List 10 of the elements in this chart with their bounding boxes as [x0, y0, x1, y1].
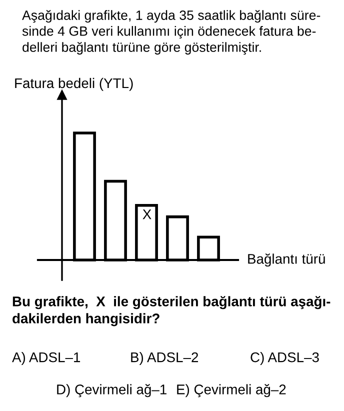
text: B) ADSL–2 [131, 352, 198, 365]
text: C) ADSL–3 [250, 352, 319, 365]
annotation: X [142, 210, 152, 220]
y-axis-title: Fatura bedeli (YTL) [15, 78, 133, 91]
text: Bu grafikte, X ile gösterilen bağlantı türü aşağı- dakilerden hangisidir? [12, 296, 330, 326]
text: A) ADSL–1 [12, 352, 80, 365]
x-axis-title: Bağlantı türü [248, 253, 325, 267]
text: E) Çevirmeli ağ–2 [177, 384, 286, 398]
text: D) Çevirmeli ağ–1 [57, 384, 166, 398]
chart-title: Aşağıdaki grafikte, 1 ayda 35 saatlik bağlantı süre- sinde 4 GB veri kullanımı için ödenecek fatura be- delleri bağlantı türüne göre gösterilmiştir. [22, 10, 320, 55]
